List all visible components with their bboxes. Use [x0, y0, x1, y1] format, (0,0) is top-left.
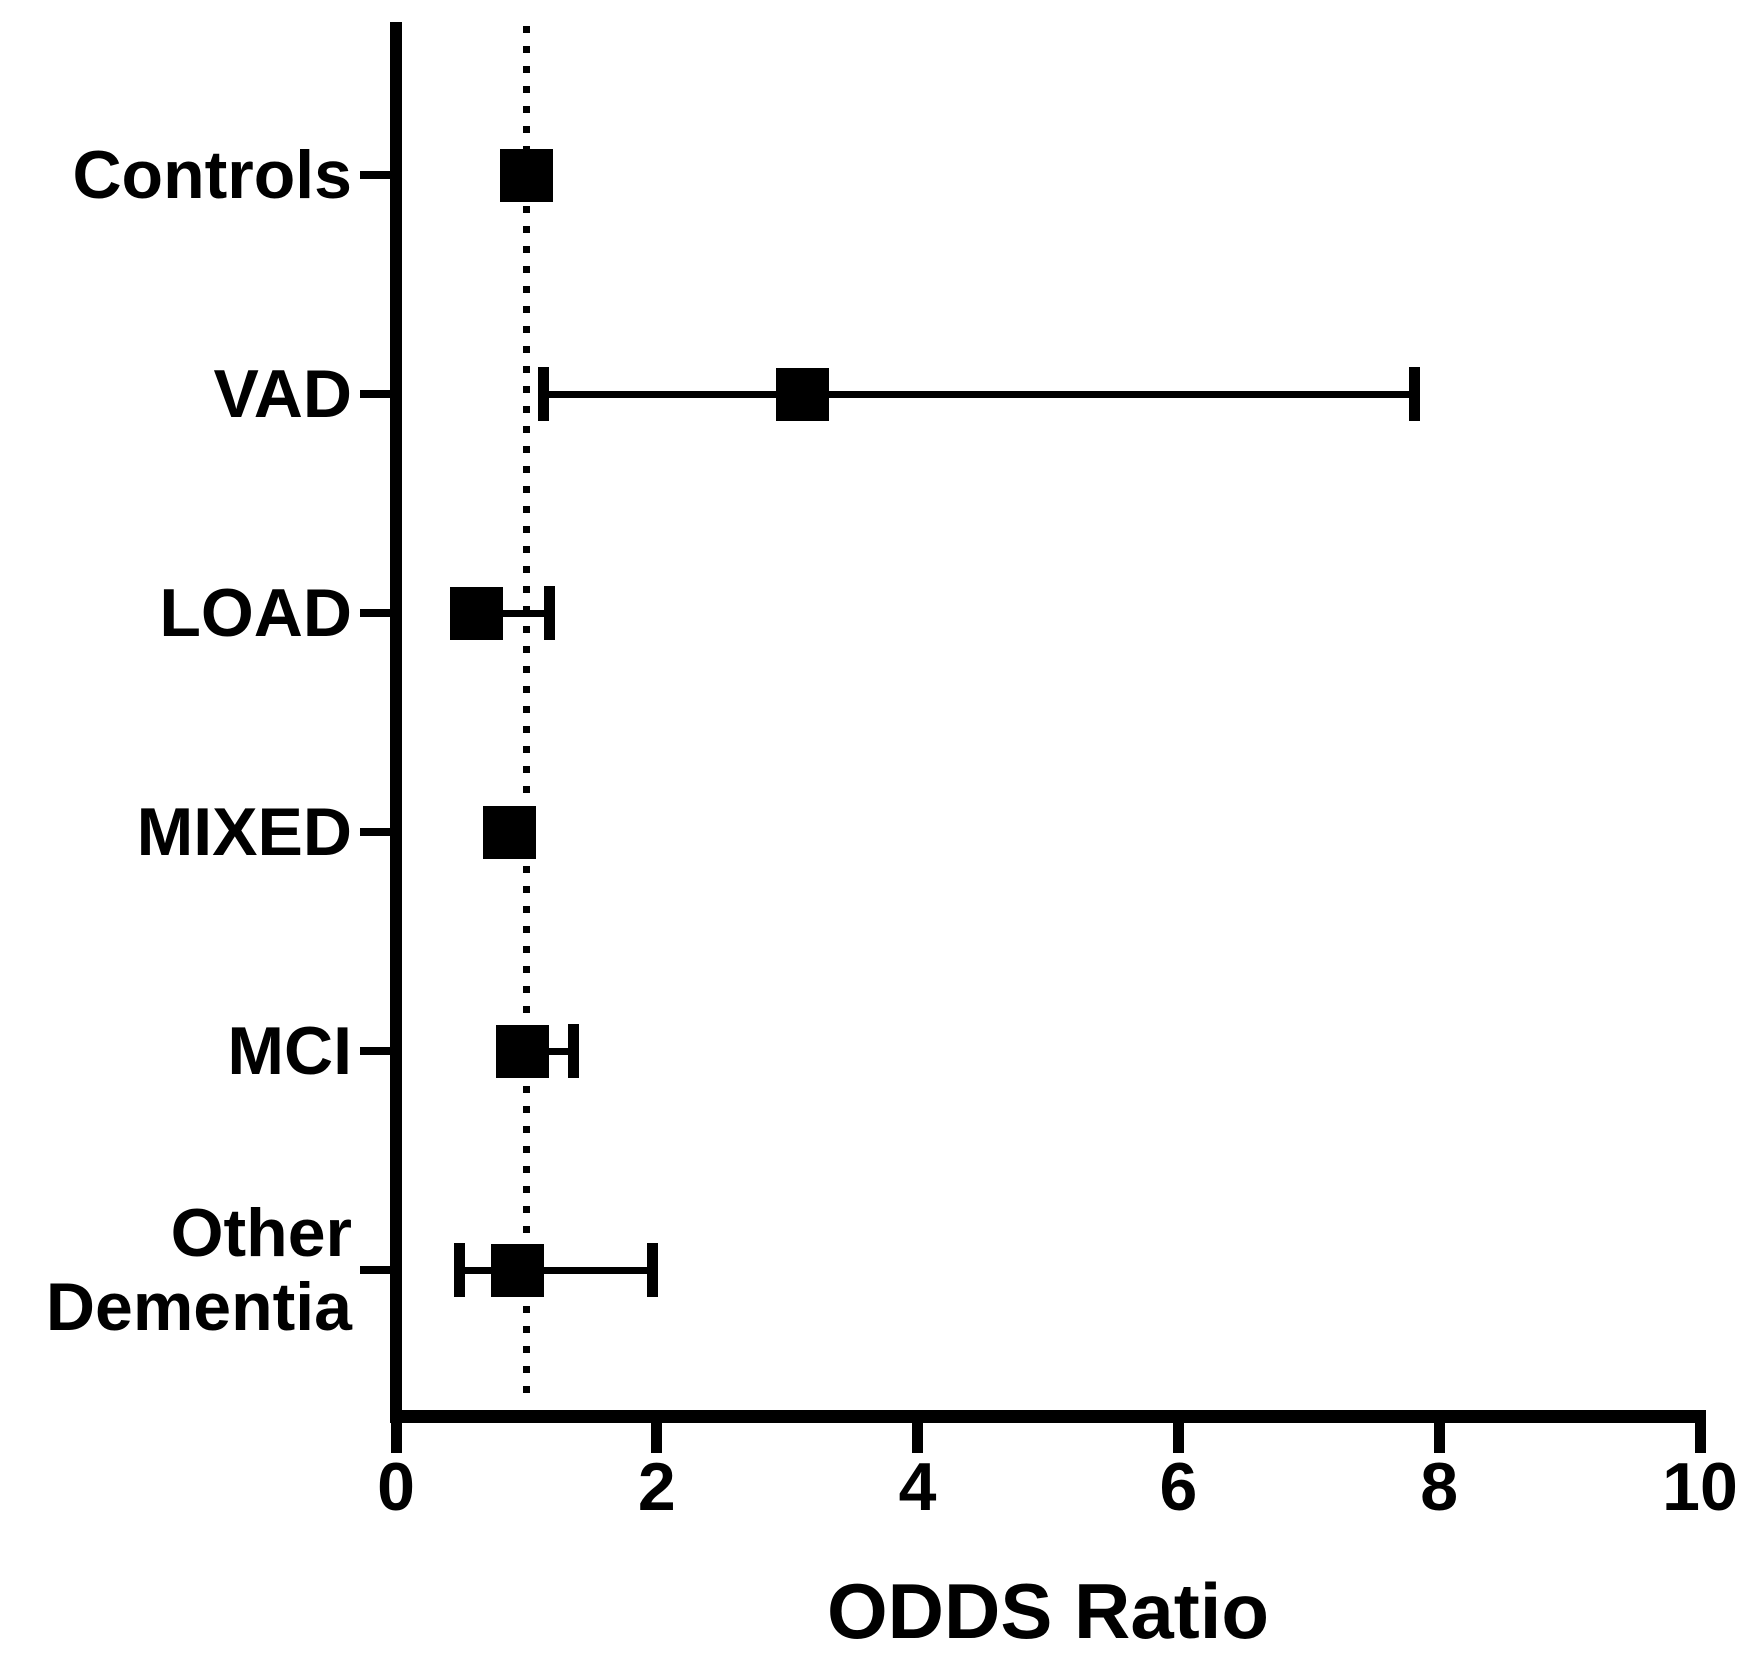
x-tick: [1433, 1410, 1445, 1453]
y-tick: [360, 390, 392, 398]
ci-line: [543, 390, 1415, 398]
odds-ratio-marker: [495, 1024, 549, 1078]
ci-cap-high: [647, 1243, 659, 1297]
ci-cap-low: [454, 1243, 466, 1297]
y-tick: [360, 609, 392, 617]
odds-ratio-marker: [482, 805, 536, 859]
x-tick-label: 6: [1159, 1449, 1198, 1525]
y-tick: [360, 171, 392, 179]
x-tick: [390, 1410, 402, 1453]
ci-line: [476, 609, 550, 617]
x-tick-label: 0: [377, 1449, 415, 1525]
y-tick: [360, 1047, 392, 1055]
ci-cap-high: [567, 1024, 579, 1078]
odds-ratio-marker: [776, 367, 830, 421]
reference-line-or-1: [522, 26, 530, 1406]
category-label: MCI: [227, 1013, 352, 1089]
category-label: Controls: [72, 137, 352, 213]
x-tick-label: 2: [637, 1449, 676, 1525]
category-label: MIXED: [136, 794, 352, 870]
category-label: LOAD: [159, 575, 352, 651]
x-tick: [912, 1410, 924, 1453]
x-axis-title: ODDS Ratio: [826, 1567, 1270, 1655]
x-tick: [1172, 1410, 1184, 1453]
ci-line: [459, 1266, 653, 1274]
ci-cap-low: [537, 367, 549, 421]
odds-ratio-marker: [499, 148, 553, 202]
ci-cap-high: [544, 586, 556, 640]
y-tick: [360, 1266, 392, 1274]
category-label: Other Dementia: [45, 1195, 352, 1345]
odds-ratio-marker: [490, 1243, 544, 1297]
category-label: VAD: [213, 356, 352, 432]
y-tick: [360, 828, 392, 836]
x-tick-label: 4: [898, 1449, 937, 1525]
odds-ratio-marker: [450, 586, 504, 640]
x-tick-label: 8: [1420, 1449, 1459, 1525]
x-axis-line: [390, 1410, 1706, 1423]
x-tick: [651, 1410, 663, 1453]
y-axis-line: [390, 22, 402, 1423]
ci-cap-high: [1408, 367, 1420, 421]
x-tick: [1694, 1410, 1706, 1453]
x-tick-label: 10: [1662, 1449, 1738, 1525]
